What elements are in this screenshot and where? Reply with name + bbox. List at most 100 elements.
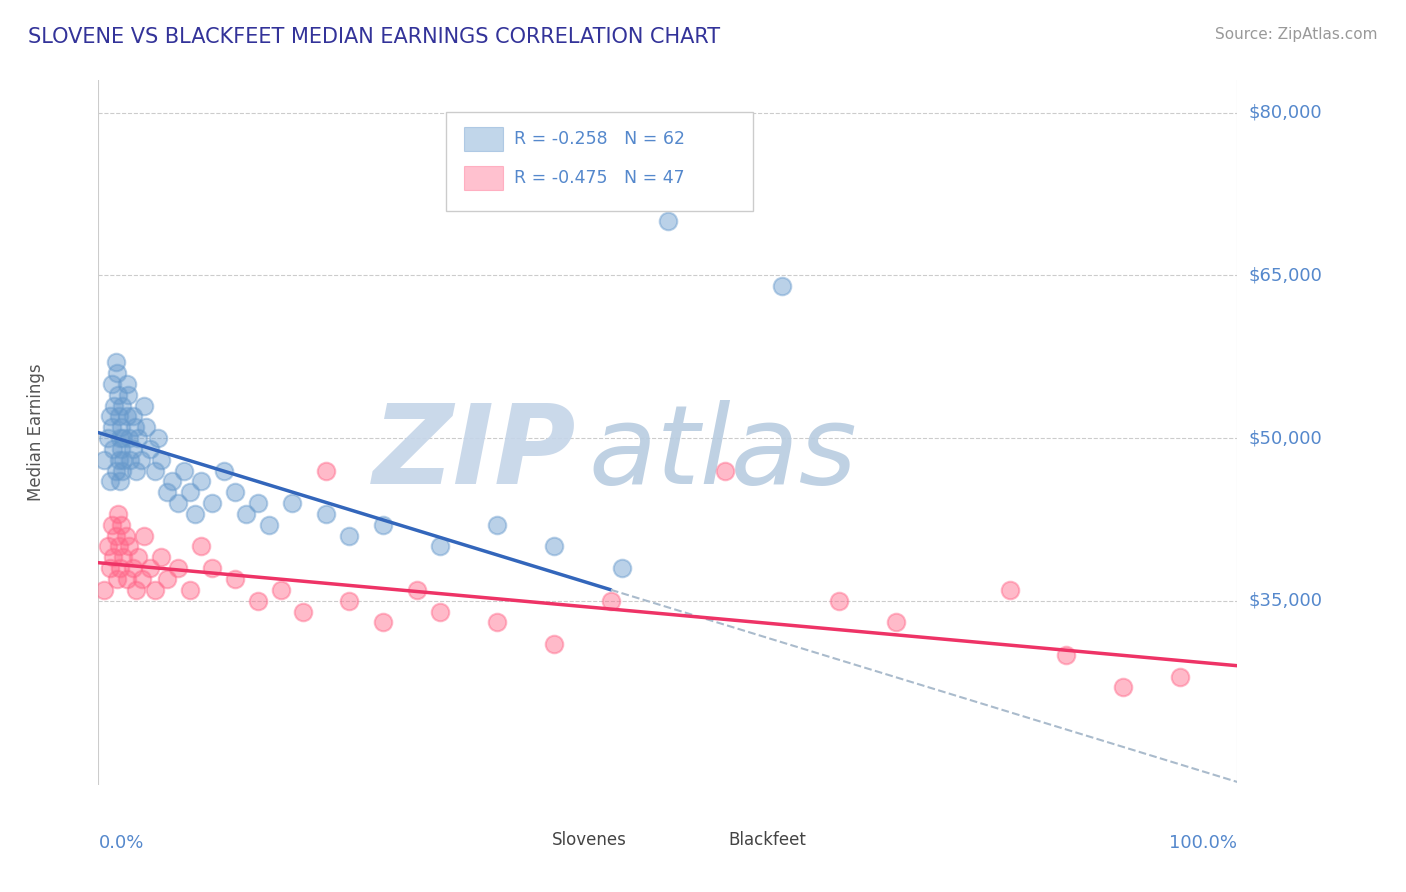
Point: [110, 442, 132, 456]
Point: [337, 528, 360, 542]
FancyBboxPatch shape: [508, 830, 541, 849]
Point: [98, 561, 121, 575]
Point: [714, 464, 737, 478]
Point: [156, 485, 179, 500]
Point: [112, 452, 135, 467]
Text: Blackfeet: Blackfeet: [728, 831, 806, 849]
Text: ZIP: ZIP: [373, 401, 576, 508]
Point: [315, 464, 337, 478]
Point: [108, 409, 131, 424]
Point: [108, 452, 131, 467]
Point: [114, 528, 136, 542]
Point: [543, 637, 565, 651]
Point: [429, 540, 451, 554]
FancyBboxPatch shape: [464, 128, 503, 152]
Point: [1054, 648, 1078, 662]
Point: [190, 475, 212, 489]
Point: [121, 561, 143, 575]
Point: [101, 376, 124, 391]
Point: [138, 561, 160, 575]
Point: [337, 593, 360, 607]
Point: [108, 561, 131, 575]
Point: [259, 517, 281, 532]
Point: [125, 582, 148, 597]
Point: [108, 431, 131, 445]
Point: [770, 279, 793, 293]
Text: 100.0%: 100.0%: [1170, 834, 1237, 852]
FancyBboxPatch shape: [446, 112, 754, 211]
Point: [315, 507, 337, 521]
Point: [115, 572, 138, 586]
Point: [117, 387, 139, 401]
Point: [162, 475, 184, 489]
Text: R = -0.258   N = 62: R = -0.258 N = 62: [515, 130, 685, 148]
Point: [103, 399, 125, 413]
FancyBboxPatch shape: [464, 166, 503, 190]
Text: $35,000: $35,000: [1249, 591, 1323, 609]
Point: [292, 605, 315, 619]
Point: [429, 605, 451, 619]
Point: [111, 464, 134, 478]
Point: [179, 485, 201, 500]
Point: [118, 431, 141, 445]
Point: [1112, 681, 1135, 695]
Text: atlas: atlas: [588, 401, 856, 508]
Point: [107, 507, 129, 521]
Point: [201, 496, 224, 510]
Point: [101, 420, 124, 434]
Text: R = -0.475   N = 47: R = -0.475 N = 47: [515, 169, 685, 187]
Point: [96, 540, 118, 554]
Point: [105, 572, 128, 586]
Point: [101, 517, 124, 532]
Point: [108, 475, 131, 489]
Point: [184, 507, 207, 521]
Point: [281, 496, 304, 510]
Text: 0.0%: 0.0%: [98, 834, 143, 852]
Point: [110, 517, 132, 532]
Point: [145, 582, 167, 597]
Point: [150, 550, 173, 565]
Point: [543, 540, 565, 554]
Point: [112, 431, 135, 445]
Point: [108, 540, 131, 554]
Point: [93, 582, 115, 597]
Text: $80,000: $80,000: [1249, 103, 1322, 122]
Point: [600, 593, 623, 607]
Text: Median Earnings: Median Earnings: [27, 364, 45, 501]
Point: [828, 593, 851, 607]
Point: [235, 507, 257, 521]
Point: [115, 376, 138, 391]
Point: [371, 615, 394, 630]
Point: [150, 452, 173, 467]
Point: [167, 496, 190, 510]
Point: [190, 540, 212, 554]
Point: [201, 561, 224, 575]
Point: [98, 409, 121, 424]
Point: [96, 431, 118, 445]
Point: [104, 355, 127, 369]
Point: [145, 464, 167, 478]
Point: [156, 572, 179, 586]
Point: [998, 582, 1021, 597]
Point: [246, 496, 269, 510]
Point: [173, 464, 195, 478]
Point: [127, 431, 149, 445]
Point: [612, 561, 634, 575]
Point: [103, 442, 125, 456]
Point: [146, 431, 169, 445]
Point: [127, 550, 149, 565]
Point: [132, 399, 155, 413]
Point: [120, 452, 142, 467]
Text: $65,000: $65,000: [1249, 267, 1322, 285]
Point: [110, 420, 132, 434]
Point: [104, 464, 127, 478]
Point: [98, 475, 121, 489]
Point: [131, 572, 153, 586]
Point: [135, 420, 157, 434]
Point: [125, 464, 148, 478]
Point: [104, 528, 127, 542]
Point: [118, 540, 141, 554]
Text: SLOVENE VS BLACKFEET MEDIAN EARNINGS CORRELATION CHART: SLOVENE VS BLACKFEET MEDIAN EARNINGS COR…: [28, 27, 720, 46]
Point: [406, 582, 429, 597]
Point: [138, 442, 160, 456]
